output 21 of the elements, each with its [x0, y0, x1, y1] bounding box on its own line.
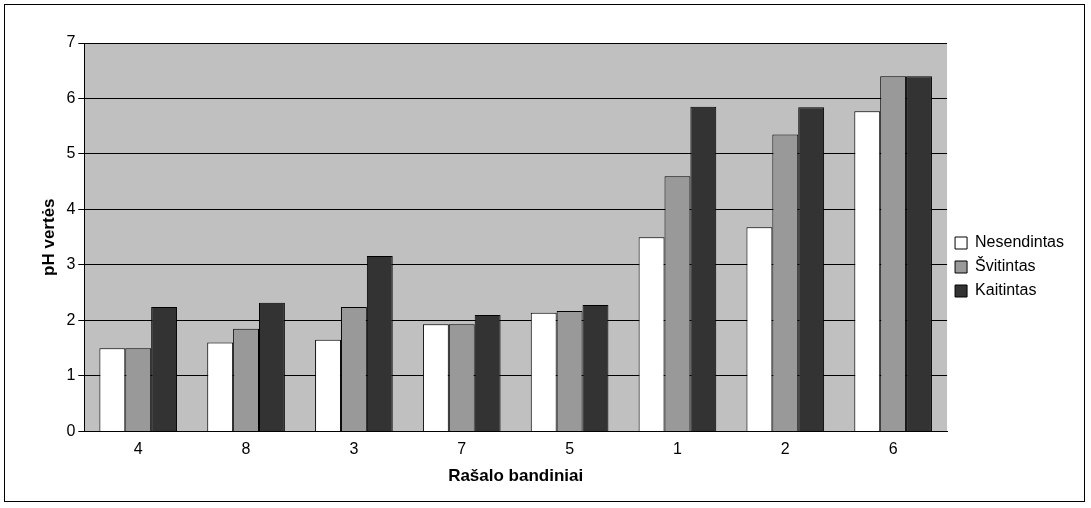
- x-tick-label: 2: [780, 440, 790, 458]
- y-tick-label: 7: [66, 33, 76, 51]
- legend-label: Nesendintas: [975, 233, 1065, 251]
- x-tick-label: 4: [133, 440, 143, 458]
- y-tick-label: 3: [66, 255, 76, 273]
- x-tick-label: 7: [457, 440, 467, 458]
- y-tick-label: 2: [66, 310, 76, 328]
- legend-label: Kaitintas: [975, 281, 1037, 299]
- y-axis-title: pH vertės: [38, 198, 58, 276]
- x-tick-label: 5: [565, 440, 575, 458]
- x-axis-title: Rašalo bandiniai: [448, 466, 584, 486]
- legend-label: Švitintas: [975, 256, 1036, 275]
- y-tick-label: 1: [66, 366, 76, 384]
- x-tick-label: 3: [349, 440, 359, 458]
- y-tick-label: 0: [66, 421, 76, 439]
- x-tick-label: 8: [241, 440, 251, 458]
- y-tick-label: 4: [66, 199, 76, 217]
- y-tick-label: 6: [66, 88, 76, 106]
- y-tick-label: 5: [66, 144, 76, 162]
- x-tick-label: 6: [888, 440, 898, 458]
- x-tick-label: 1: [672, 440, 682, 458]
